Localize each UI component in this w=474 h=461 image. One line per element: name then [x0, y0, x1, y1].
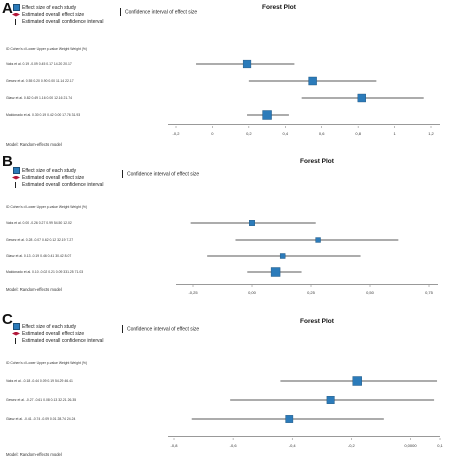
square-marker-icon: [12, 167, 20, 174]
effect-size-marker: [279, 253, 286, 259]
table-header: ID Cohen's d Lower Upper p-value Weight …: [6, 205, 87, 209]
table-row: Maldonado et al. 0.30 0.19 0.42 0.00 17.…: [6, 113, 81, 117]
forest-plot-title: Forest Plot: [300, 318, 334, 325]
table-row: Gewez et al. -0.27 -0.61 0.08 0.13 32.21…: [6, 398, 77, 402]
effect-size-marker: [352, 376, 362, 386]
effect-size-marker: [270, 267, 281, 277]
forest-plot-c: -0,8 -0,6 -0,4 -0,2 0,0000 0,1: [171, 376, 444, 448]
tick-label: 0,00: [248, 290, 257, 295]
forest-panel-b: B Forest Plot Effect size of each study …: [0, 153, 474, 309]
model-label: Model: Random-effects model: [6, 287, 62, 292]
axis-separator: [176, 284, 438, 285]
table-row: Glasz et al. 0.82 0.49 1.16 0.00 12.16 2…: [6, 96, 72, 100]
effect-size-marker: [357, 93, 366, 103]
effect-size-marker: [242, 59, 252, 69]
ci-bar-icon: [15, 181, 20, 188]
legend: Effect size of each study Estimated over…: [12, 167, 103, 188]
legend: Effect size of each study Estimated over…: [12, 323, 103, 344]
square-marker-icon: [12, 323, 20, 330]
forest-plot-title: Forest Plot: [262, 4, 296, 11]
table-row: Gewez et al. 0.28 -0.07 0.62 0.12 32.19 …: [6, 238, 74, 242]
tick-label: -0,8: [171, 443, 179, 448]
effect-size-marker: [285, 415, 294, 423]
tick-label: 0,4: [283, 131, 289, 136]
legend-item-ci: Confidence interval of effect size: [122, 170, 199, 178]
legend-item-effect-size: Effect size of each study: [12, 323, 103, 330]
legend: Effect size of each study Estimated over…: [12, 4, 103, 25]
legend-item-effect-size: Effect size of each study: [12, 167, 103, 174]
tick-label: 1: [393, 131, 396, 136]
forest-plot-title: Forest Plot: [300, 158, 334, 165]
panel-letter: A: [2, 0, 13, 17]
legend-item-overall-effect: Estimated overall effect size: [12, 330, 103, 337]
table-row: Gewez et al. 0.55 0.20 0.90 0.00 11.14 2…: [6, 79, 74, 83]
tick-label: -0,25: [188, 290, 198, 295]
tick-label: 1,2: [428, 131, 434, 136]
legend-item-overall-effect: Estimated overall effect size: [12, 11, 103, 18]
tick-label: 0,1: [437, 443, 443, 448]
diamond-icon: [12, 12, 20, 17]
panel-letter: C: [2, 311, 13, 328]
diamond-icon: [12, 331, 20, 336]
legend-item-overall-ci: Estimated overall confidence interval: [12, 181, 103, 188]
effect-size-marker: [249, 220, 255, 226]
tick-label: 0,2: [246, 131, 252, 136]
forest-panel-c: C Forest Plot Effect size of each study …: [0, 311, 474, 461]
axis-separator: [168, 436, 440, 437]
ci-bar-icon: [15, 18, 20, 25]
ci-bar-icon: [15, 337, 20, 344]
model-label: Model: Random-effects model: [6, 452, 62, 457]
tick-label: 0,8: [355, 131, 361, 136]
panel-letter: B: [2, 153, 13, 170]
effect-size-marker: [308, 76, 317, 86]
tick-label: -0,6: [230, 443, 238, 448]
tick-label: 0,50: [366, 290, 375, 295]
model-label: Model: Random-effects model: [6, 142, 62, 147]
table-row: Glasz et al. 0.13 -0.19 0.46 0.41 30.42 …: [6, 254, 72, 258]
tick-label: 0,75: [425, 290, 434, 295]
forest-panel-a: A Forest Plot Effect size of each study …: [0, 0, 474, 152]
effect-size-marker: [326, 396, 335, 404]
legend-item-overall-effect: Estimated overall effect size: [12, 174, 103, 181]
table-header: ID Cohen's d Lower Upper p-value Weight …: [6, 47, 87, 51]
effect-size-marker: [262, 110, 272, 120]
tick-label: -0,4: [289, 443, 297, 448]
forest-plot-b: -0,25 0,00 0,25 0,50 0,75: [188, 220, 434, 295]
diamond-icon: [12, 175, 20, 180]
square-marker-icon: [12, 4, 20, 11]
legend-item-effect-size: Effect size of each study: [12, 4, 103, 11]
table-row: Vaks et al. 0.00 -0.26 0.27 0.99 54.50 1…: [6, 221, 72, 225]
legend-item-overall-ci: Estimated overall confidence interval: [12, 18, 103, 25]
table-row: Vaks et al. 0.19 -0.09 0.45 0.17 14.20 2…: [6, 62, 72, 66]
tick-label: -0,2: [348, 443, 356, 448]
legend-item-ci: Confidence interval of effect size: [122, 325, 199, 333]
table-row: Maldonado et al. 0.10 -0.02 0.21 0.09 33…: [6, 270, 84, 274]
axis-separator: [168, 124, 440, 125]
tick-label: -0,2: [173, 131, 181, 136]
tick-label: 0,0000: [404, 443, 417, 448]
forest-plot-a: -0,2 0 0,2 0,4 0,6 0,8 1 1,2: [173, 59, 435, 136]
table-row: Glasz et al. -0.41 -0.74 -0.09 0.01 28.7…: [6, 417, 76, 421]
table-header: ID Cohen's d Lower Upper p-value Weight …: [6, 361, 87, 365]
tick-label: 0: [211, 131, 214, 136]
effect-size-marker: [315, 237, 321, 243]
table-row: Vaks et al. -0.18 -0.44 0.09 0.19 54.29 …: [6, 379, 73, 383]
legend-item-ci: Confidence interval of effect size: [120, 8, 197, 16]
tick-label: 0,6: [319, 131, 325, 136]
legend-item-overall-ci: Estimated overall confidence interval: [12, 337, 103, 344]
tick-label: 0,25: [307, 290, 316, 295]
